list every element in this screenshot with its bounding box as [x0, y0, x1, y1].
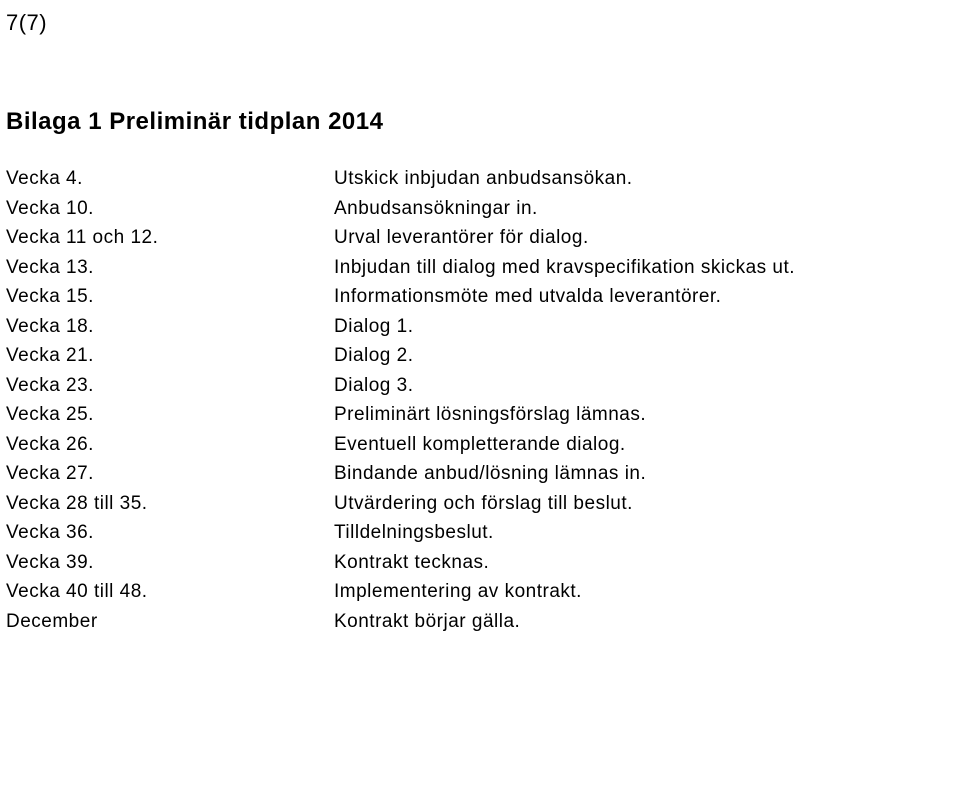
table-row: December Kontrakt börjar gälla. [6, 607, 795, 637]
week-description: Informationsmöte med utvalda leverantöre… [334, 282, 795, 312]
week-description: Inbjudan till dialog med kravspecifikati… [334, 253, 795, 283]
week-description: Dialog 3. [334, 371, 795, 401]
table-row: Vecka 26. Eventuell kompletterande dialo… [6, 430, 795, 460]
table-row: Vecka 18. Dialog 1. [6, 312, 795, 342]
table-row: Vecka 15. Informationsmöte med utvalda l… [6, 282, 795, 312]
week-description: Bindande anbud/lösning lämnas in. [334, 459, 795, 489]
week-label: Vecka 11 och 12. [6, 223, 334, 253]
week-label: Vecka 28 till 35. [6, 489, 334, 519]
week-label: Vecka 26. [6, 430, 334, 460]
week-description: Eventuell kompletterande dialog. [334, 430, 795, 460]
week-description: Kontrakt börjar gälla. [334, 607, 795, 637]
week-label: Vecka 40 till 48. [6, 577, 334, 607]
week-label: Vecka 39. [6, 548, 334, 578]
week-description: Kontrakt tecknas. [334, 548, 795, 578]
week-description: Implementering av kontrakt. [334, 577, 795, 607]
table-row: Vecka 36. Tilldelningsbeslut. [6, 518, 795, 548]
week-label: Vecka 15. [6, 282, 334, 312]
week-label: Vecka 21. [6, 341, 334, 371]
table-row: Vecka 27. Bindande anbud/lösning lämnas … [6, 459, 795, 489]
page-number: 7(7) [6, 10, 47, 36]
week-label: Vecka 25. [6, 400, 334, 430]
table-row: Vecka 23. Dialog 3. [6, 371, 795, 401]
week-description: Tilldelningsbeslut. [334, 518, 795, 548]
table-row: Vecka 28 till 35. Utvärdering och försla… [6, 489, 795, 519]
week-description: Dialog 2. [334, 341, 795, 371]
week-description: Urval leverantörer för dialog. [334, 223, 795, 253]
schedule-table: Vecka 4. Utskick inbjudan anbudsansökan.… [6, 164, 795, 636]
table-row: Vecka 40 till 48. Implementering av kont… [6, 577, 795, 607]
table-row: Vecka 25. Preliminärt lösningsförslag lä… [6, 400, 795, 430]
week-label: Vecka 23. [6, 371, 334, 401]
week-label: Vecka 27. [6, 459, 334, 489]
week-description: Preliminärt lösningsförslag lämnas. [334, 400, 795, 430]
week-label: December [6, 607, 334, 637]
week-description: Utskick inbjudan anbudsansökan. [334, 164, 795, 194]
week-label: Vecka 36. [6, 518, 334, 548]
week-description: Dialog 1. [334, 312, 795, 342]
week-label: Vecka 13. [6, 253, 334, 283]
week-description: Utvärdering och förslag till beslut. [334, 489, 795, 519]
table-row: Vecka 4. Utskick inbjudan anbudsansökan. [6, 164, 795, 194]
page: 7(7) Bilaga 1 Preliminär tidplan 2014 Ve… [0, 0, 960, 790]
document-heading: Bilaga 1 Preliminär tidplan 2014 [6, 108, 383, 136]
table-row: Vecka 21. Dialog 2. [6, 341, 795, 371]
table-row: Vecka 39. Kontrakt tecknas. [6, 548, 795, 578]
table-row: Vecka 10. Anbudsansökningar in. [6, 194, 795, 224]
week-label: Vecka 10. [6, 194, 334, 224]
week-label: Vecka 18. [6, 312, 334, 342]
table-row: Vecka 11 och 12. Urval leverantörer för … [6, 223, 795, 253]
week-label: Vecka 4. [6, 164, 334, 194]
table-row: Vecka 13. Inbjudan till dialog med kravs… [6, 253, 795, 283]
week-description: Anbudsansökningar in. [334, 194, 795, 224]
